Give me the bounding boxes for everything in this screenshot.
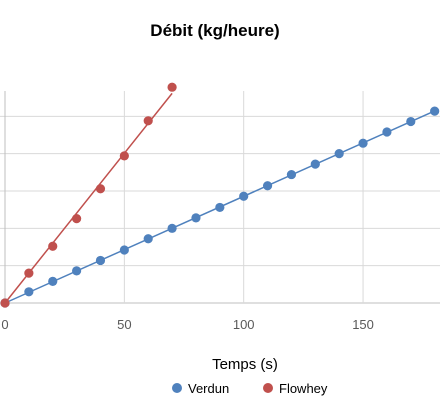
point-flowhey	[119, 151, 129, 161]
point-flowhey	[167, 82, 177, 92]
legend-marker-verdun	[172, 383, 182, 393]
point-verdun	[286, 169, 297, 180]
trendlines	[4, 92, 435, 304]
point-verdun	[167, 223, 177, 233]
x-tick-labels: 0 50 100 150	[1, 317, 374, 332]
point-verdun	[95, 255, 106, 266]
x-tick-label: 0	[1, 317, 8, 332]
point-verdun	[262, 181, 273, 191]
point-verdun	[215, 202, 225, 213]
trendline-flowhey	[4, 92, 173, 304]
legend-label-verdun: Verdun	[188, 381, 229, 396]
x-axis-label: Temps (s)	[212, 356, 278, 373]
legend: Verdun Flowhey	[172, 381, 328, 396]
legend-marker-flowhey	[263, 383, 273, 393]
point-verdun	[119, 245, 129, 255]
point-verdun	[430, 106, 440, 116]
grid-lines	[0, 90, 440, 304]
data-points	[0, 82, 440, 308]
point-verdun	[406, 116, 416, 127]
point-verdun	[191, 213, 201, 223]
point-verdun	[358, 138, 368, 148]
point-verdun	[72, 266, 82, 276]
point-flowhey	[95, 184, 106, 194]
point-flowhey	[72, 214, 82, 224]
x-tick-label: 150	[352, 317, 374, 332]
chart-title: Débit (kg/heure)	[150, 21, 279, 40]
point-flowhey	[143, 116, 153, 126]
point-verdun	[334, 149, 344, 159]
point-verdun	[310, 159, 320, 169]
point-verdun	[143, 234, 153, 244]
point-flowhey	[24, 268, 34, 278]
point-verdun	[239, 191, 249, 201]
point-flowhey	[48, 241, 58, 251]
x-tick-label: 100	[233, 317, 255, 332]
point-verdun	[382, 127, 392, 137]
x-tick-label: 50	[117, 317, 131, 332]
point-flowhey	[0, 298, 10, 308]
point-verdun	[24, 287, 34, 297]
point-verdun	[48, 276, 58, 286]
legend-label-flowhey: Flowhey	[279, 381, 328, 396]
